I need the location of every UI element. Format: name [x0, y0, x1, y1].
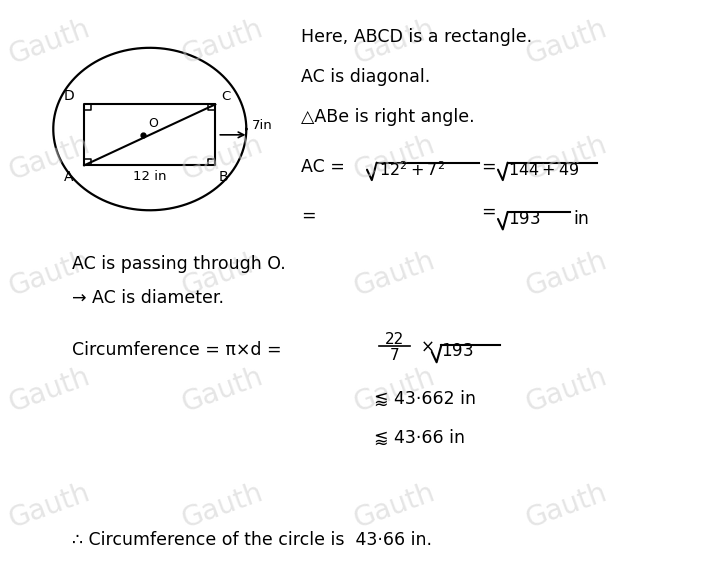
- Text: Gauth: Gauth: [178, 15, 266, 69]
- Text: C: C: [221, 90, 230, 103]
- Text: in: in: [574, 210, 590, 228]
- Text: AC is passing through O.: AC is passing through O.: [72, 255, 286, 273]
- Text: A: A: [64, 170, 74, 184]
- Text: =: =: [302, 207, 316, 225]
- Text: Gauth: Gauth: [523, 15, 611, 69]
- Text: $144+49$: $144+49$: [508, 161, 580, 178]
- Text: ∴ Circumference of the circle is  43·66 in.: ∴ Circumference of the circle is 43·66 i…: [72, 531, 432, 549]
- Text: =: =: [481, 158, 495, 175]
- Text: Gauth: Gauth: [178, 479, 266, 534]
- Text: B: B: [219, 170, 228, 184]
- Text: 7: 7: [390, 348, 400, 363]
- Text: ⪅ 43·66 in: ⪅ 43·66 in: [374, 429, 465, 447]
- Text: Gauth: Gauth: [5, 15, 94, 69]
- Text: Gauth: Gauth: [5, 247, 94, 301]
- Text: Gauth: Gauth: [523, 363, 611, 418]
- Text: Circumference = π×d =: Circumference = π×d =: [72, 340, 282, 359]
- Text: Here, ABCD is a rectangle.: Here, ABCD is a rectangle.: [302, 29, 533, 47]
- Text: Gauth: Gauth: [523, 131, 611, 185]
- Text: Gauth: Gauth: [5, 479, 94, 534]
- Text: $193$: $193$: [441, 342, 474, 360]
- Text: 7in: 7in: [252, 119, 273, 132]
- Text: Gauth: Gauth: [350, 15, 439, 69]
- Text: 22: 22: [385, 332, 404, 346]
- Text: ×: ×: [420, 339, 435, 357]
- Text: Gauth: Gauth: [350, 363, 439, 418]
- Text: $193$: $193$: [508, 210, 541, 228]
- Text: Gauth: Gauth: [178, 247, 266, 301]
- Text: Gauth: Gauth: [523, 247, 611, 301]
- Text: $12^2+7^2$: $12^2+7^2$: [379, 160, 446, 179]
- Text: Gauth: Gauth: [523, 479, 611, 534]
- Text: Gauth: Gauth: [350, 131, 439, 185]
- Text: ⪅ 43·662 in: ⪅ 43·662 in: [374, 390, 476, 408]
- Text: D: D: [64, 89, 74, 103]
- Text: → AC is diameter.: → AC is diameter.: [72, 290, 224, 307]
- Text: Gauth: Gauth: [5, 363, 94, 418]
- Text: Gauth: Gauth: [5, 131, 94, 185]
- Text: Gauth: Gauth: [350, 479, 439, 534]
- Text: AC is diagonal.: AC is diagonal.: [302, 68, 431, 86]
- Text: 12 in: 12 in: [133, 170, 166, 183]
- Text: Gauth: Gauth: [178, 363, 266, 418]
- Text: AC =: AC =: [302, 158, 346, 175]
- Text: Gauth: Gauth: [178, 131, 266, 185]
- Text: △ABe is right angle.: △ABe is right angle.: [302, 108, 475, 127]
- Text: Gauth: Gauth: [350, 247, 439, 301]
- Text: O: O: [148, 117, 158, 130]
- Text: =: =: [481, 203, 495, 221]
